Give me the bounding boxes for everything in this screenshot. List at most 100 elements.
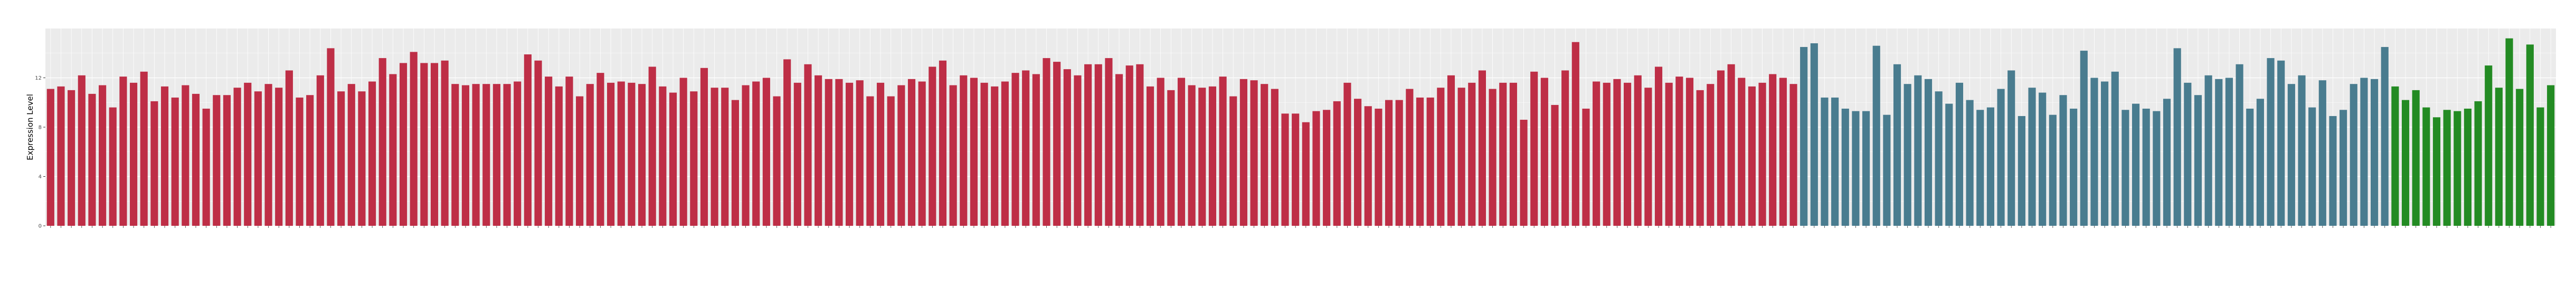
- bars: [46, 38, 2555, 226]
- bar: [596, 73, 604, 226]
- bar: [1292, 113, 1300, 226]
- bar: [503, 84, 511, 226]
- bar: [1883, 114, 1891, 226]
- bar: [1997, 89, 2005, 226]
- bar: [1810, 43, 1818, 226]
- bar: [752, 81, 760, 226]
- bar: [576, 96, 584, 226]
- bar: [1437, 88, 1445, 226]
- bar: [461, 85, 470, 226]
- bar: [358, 91, 366, 226]
- bar: [783, 59, 791, 226]
- bar: [2049, 114, 2057, 226]
- bar: [555, 86, 563, 226]
- bar: [2215, 79, 2223, 226]
- bar: [2318, 80, 2326, 226]
- bar: [2090, 78, 2098, 226]
- bar: [1831, 97, 1839, 226]
- bar: [1571, 42, 1579, 226]
- bar: [285, 70, 293, 226]
- bar: [2547, 85, 2555, 226]
- bar: [1903, 84, 1911, 226]
- bar: [929, 66, 936, 226]
- bar: [856, 80, 864, 226]
- bar: [1924, 79, 1933, 226]
- bar: [1125, 65, 1133, 226]
- bar: [1644, 88, 1652, 226]
- bar: [1250, 80, 1258, 226]
- bar: [2516, 89, 2524, 226]
- bar: [887, 96, 895, 226]
- bar: [980, 82, 988, 226]
- bar: [316, 75, 324, 226]
- bar: [2360, 78, 2368, 226]
- bar: [68, 90, 75, 226]
- bar: [2485, 65, 2493, 226]
- bar: [2401, 100, 2410, 226]
- bar: [991, 86, 999, 226]
- bar: [1323, 110, 1331, 226]
- bar: [119, 77, 127, 226]
- bar: [731, 100, 739, 226]
- bar: [1188, 85, 1196, 226]
- bar: [1551, 104, 1559, 226]
- bar: [1333, 101, 1341, 226]
- bar: [1239, 79, 1247, 226]
- bar: [109, 107, 117, 226]
- bar: [1043, 58, 1050, 226]
- bar: [815, 75, 822, 226]
- bar: [2329, 116, 2337, 226]
- bar: [337, 91, 345, 226]
- bar: [2184, 82, 2192, 226]
- bar: [368, 81, 376, 226]
- bar: [1053, 62, 1061, 226]
- bar: [2101, 81, 2109, 226]
- bar: [2412, 90, 2420, 226]
- bar: [1011, 73, 1019, 226]
- bar: [1603, 82, 1611, 226]
- bar: [648, 66, 656, 226]
- bar: [907, 79, 916, 226]
- bar: [1613, 79, 1621, 226]
- bar: [1468, 82, 1476, 226]
- bar: [389, 74, 397, 226]
- bar: [2350, 84, 2357, 226]
- bar: [2526, 44, 2534, 226]
- bar: [420, 63, 428, 226]
- bar: [1416, 97, 1424, 226]
- bar: [1727, 64, 1735, 226]
- bar: [1862, 111, 1870, 226]
- bar: [1986, 107, 1994, 226]
- bar: [949, 85, 957, 226]
- bar: [430, 63, 439, 226]
- bar: [2173, 48, 2181, 226]
- bar: [524, 54, 532, 226]
- bar: [347, 84, 355, 226]
- bar: [1354, 99, 1362, 226]
- bar: [1426, 97, 1434, 226]
- bar: [846, 82, 854, 226]
- bar: [617, 81, 625, 226]
- bar: [2111, 71, 2119, 226]
- bar: [2194, 95, 2202, 226]
- bar: [493, 84, 500, 226]
- bar: [2204, 75, 2212, 226]
- bar: [1447, 75, 1455, 226]
- bar: [244, 82, 252, 226]
- bar: [1893, 64, 1901, 226]
- bar: [160, 86, 169, 226]
- bar: [1530, 71, 1538, 226]
- bar: [1976, 110, 1984, 226]
- bar: [192, 93, 200, 226]
- bar: [1509, 82, 1517, 226]
- bar: [1489, 89, 1497, 226]
- bar: [182, 85, 190, 226]
- bar: [57, 86, 65, 226]
- bar: [1063, 69, 1071, 226]
- bar: [669, 92, 677, 226]
- bar: [378, 58, 386, 226]
- bar: [296, 97, 304, 226]
- bar: [1074, 75, 1082, 226]
- bar: [1261, 84, 1268, 226]
